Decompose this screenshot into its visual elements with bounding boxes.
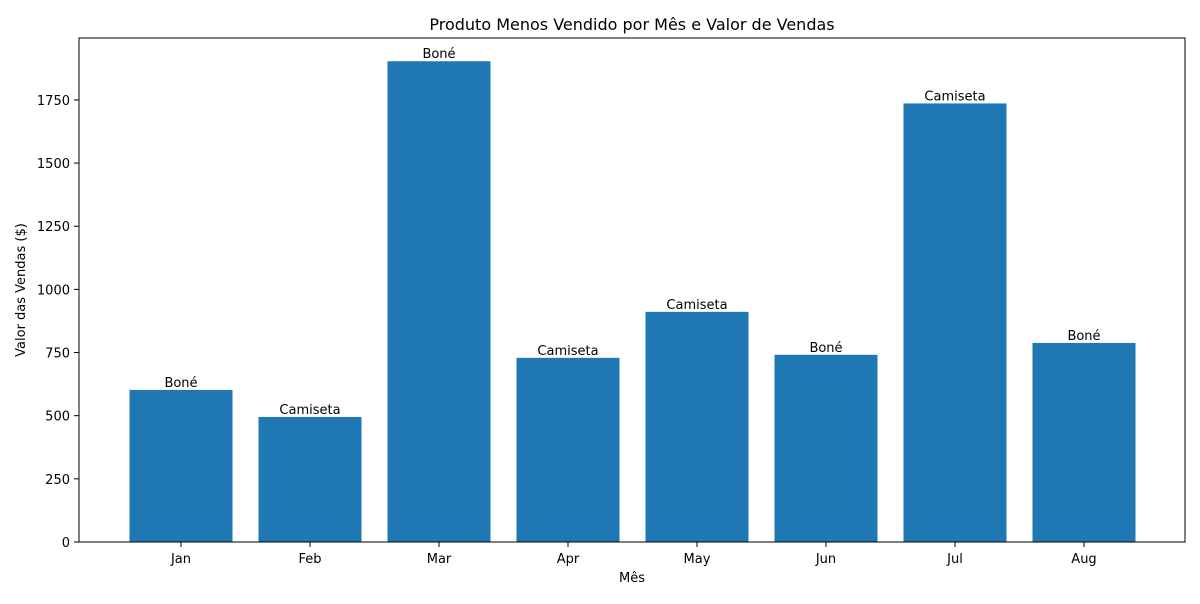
bar-label-apr: Camiseta <box>537 344 598 359</box>
bar-label-feb: Camiseta <box>279 403 340 418</box>
y-tick-label-1750: 1750 <box>37 94 70 109</box>
bar-label-mar: Boné <box>422 47 455 62</box>
x-tick-label-mar: Mar <box>427 552 452 567</box>
bar-jan <box>129 389 233 542</box>
y-tick-label-1500: 1500 <box>37 157 70 172</box>
y-tick-label-0: 0 <box>62 536 70 551</box>
y-axis: 0 250 500 750 1000 1250 1500 1750 <box>37 94 79 551</box>
chart-title: Produto Menos Vendido por Mês e Valor de… <box>429 15 834 34</box>
x-axis-label: Mês <box>619 571 645 586</box>
bar-label-jul: Camiseta <box>924 89 985 104</box>
y-tick-label-1250: 1250 <box>37 220 70 235</box>
bar-jul <box>903 103 1007 542</box>
x-tick-label-aug: Aug <box>1071 552 1096 567</box>
bars-group: Boné Camiseta Boné Camiseta Camiseta Boné Cami… <box>129 47 1136 543</box>
y-tick-label-1000: 1000 <box>37 283 70 298</box>
x-axis: Jan Feb Mar Apr May Jun Jul Aug <box>170 542 1097 567</box>
y-axis-label: Valor das Vendas ($) <box>14 223 29 357</box>
bar-mar <box>387 61 491 543</box>
plot-frame <box>78 37 1186 543</box>
bar-feb <box>258 416 362 542</box>
bar-label-jan: Boné <box>164 376 197 391</box>
bar-apr <box>516 357 620 542</box>
bar-jun <box>774 354 878 542</box>
x-tick-label-feb: Feb <box>298 552 321 567</box>
x-tick-label-jul: Jul <box>946 552 963 567</box>
bar-label-aug: Boné <box>1067 329 1100 344</box>
y-tick-label-750: 750 <box>45 347 70 362</box>
x-tick-label-apr: Apr <box>557 552 580 567</box>
x-tick-label-jan: Jan <box>170 552 191 567</box>
x-tick-label-may: May <box>684 552 711 567</box>
bar-aug <box>1032 342 1136 542</box>
x-tick-label-jun: Jun <box>815 552 836 567</box>
y-tick-label-500: 500 <box>45 410 70 425</box>
bar-label-jun: Boné <box>809 341 842 356</box>
bar-label-may: Camiseta <box>666 298 727 313</box>
y-tick-label-250: 250 <box>45 473 70 488</box>
bar-may <box>645 311 749 542</box>
